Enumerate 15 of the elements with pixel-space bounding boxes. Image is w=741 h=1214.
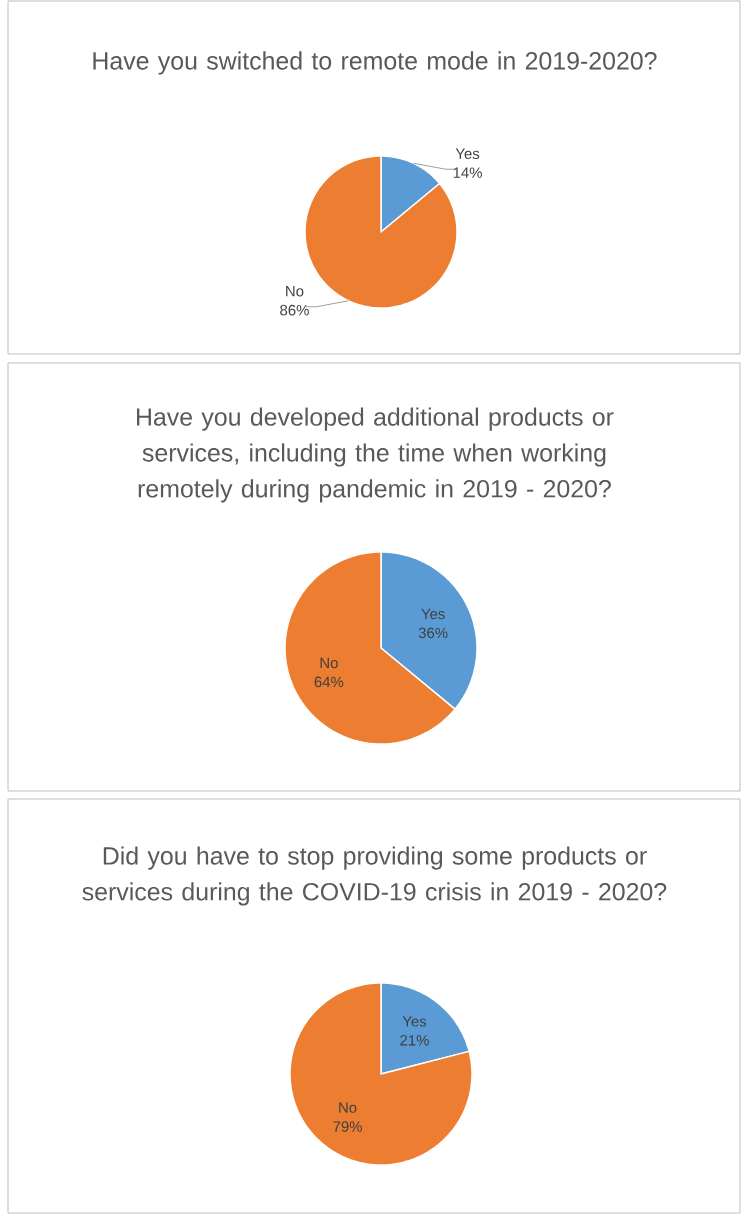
slice-label: Yes (455, 148, 480, 159)
data-label: 79% (333, 1121, 362, 1132)
slice-label: Yes (402, 1016, 427, 1027)
data-label: 14% (453, 167, 482, 178)
chart-title: Have you developed additional products or services, including the time when working remotely during pandemic in 2019 - 2020? (137, 407, 614, 503)
data-label: 86% (280, 304, 309, 316)
data-label: 64% (314, 676, 344, 688)
chart-title: Did you have to stop providing some products or services during the COVID-19 crisis in 2019 - 2020? (82, 846, 667, 906)
data-label: 21% (400, 1034, 429, 1046)
slice-label: Yes (421, 608, 445, 620)
data-label: 36% (418, 627, 448, 639)
slice-label: No (339, 1102, 357, 1113)
slice-label: No (320, 657, 338, 669)
slice-label: No (286, 286, 304, 297)
chart-title: Have you switched to remote mode in 2019-2020? (93, 51, 657, 75)
